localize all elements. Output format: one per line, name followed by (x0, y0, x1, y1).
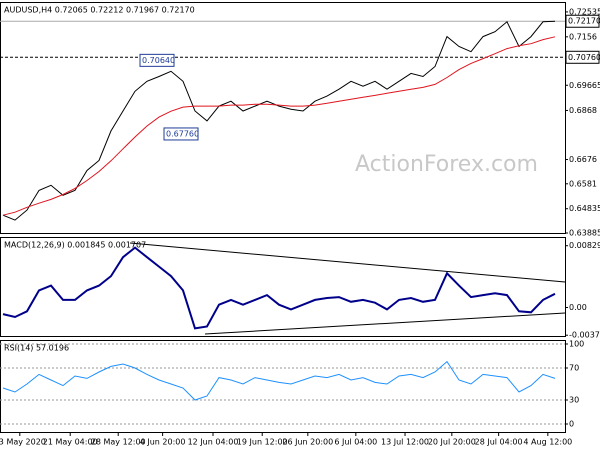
y-tick-label: 0.6676 (569, 155, 597, 164)
y-tick-label: 0.7156 (569, 32, 597, 41)
panel-frame (0, 340, 566, 433)
x-tick-label: 13 May 2020 (0, 438, 46, 447)
price-box (565, 50, 600, 64)
annotation-box (139, 53, 175, 67)
y-tick-label: 0.64835 (569, 204, 600, 213)
panel-frame (0, 2, 566, 234)
y-tick-label: 0.6868 (569, 106, 597, 115)
panel-title: AUDUSD,H4 0.72065 0.72212 0.71967 0.7217… (4, 6, 195, 15)
y-tick-label: 0.69665 (569, 81, 600, 90)
trend-line (204, 312, 566, 335)
panel-title: MACD(12,26,9) 0.001845 0.001707 (4, 241, 146, 250)
x-tick-label: 20 Jul 20:00 (428, 438, 476, 447)
y-tick-label: 70 (569, 364, 579, 373)
series-line (2, 246, 556, 330)
annotation: 0.70640 (142, 56, 175, 65)
y-tick-label: 0.72535 (569, 7, 600, 16)
x-tick-label: 28 Jul 04:00 (475, 438, 523, 447)
x-tick-label: 26 Jun 20:00 (282, 438, 333, 447)
x-tick-label: 12 Jun 04:00 (188, 438, 239, 447)
y-tick-label: 0.63885 (569, 229, 600, 238)
panel-frame (0, 237, 566, 337)
series-line (2, 360, 556, 401)
y-tick-label: 0.00 (569, 303, 587, 312)
annotation: 0.67760 (166, 129, 199, 138)
price-label: 0.70760 (568, 53, 600, 62)
y-tick-label: -0.003725 (569, 331, 600, 340)
x-tick-label: 21 May 04:00 (43, 438, 98, 447)
y-tick-label: 100 (569, 340, 584, 349)
x-tick-label: 28 May 12:00 (91, 438, 146, 447)
x-tick-label: 13 Jul 12:00 (381, 438, 429, 447)
x-tick-label: 4 Jun 20:00 (140, 438, 186, 447)
series-line (2, 36, 556, 216)
x-tick-label: 19 Jun 12:00 (237, 438, 288, 447)
y-tick-label: 0.6581 (569, 179, 597, 188)
trend-line (129, 242, 566, 283)
price-label: 0.72170 (568, 17, 600, 26)
y-tick-label: 0 (569, 420, 574, 429)
x-tick-label: 6 Jul 04:00 (334, 438, 377, 447)
panel-title: RSI(14) 57.0196 (4, 344, 69, 353)
y-tick-label: 0.008296 (569, 241, 600, 250)
x-tick-label: 4 Aug 12:00 (523, 438, 572, 447)
series-line (2, 20, 556, 221)
watermark: ActionForex.com (355, 152, 538, 177)
annotation-box (163, 127, 199, 141)
y-tick-label: 30 (569, 396, 579, 405)
price-box (565, 14, 600, 28)
